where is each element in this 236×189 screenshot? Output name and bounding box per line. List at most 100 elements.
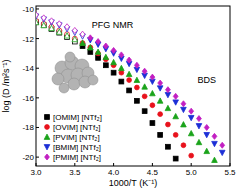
legend-marker bbox=[44, 145, 50, 150]
point bbox=[111, 59, 117, 64]
point bbox=[119, 79, 124, 84]
point bbox=[119, 52, 124, 58]
atom bbox=[59, 83, 69, 93]
point bbox=[212, 133, 217, 139]
points bbox=[36, 12, 225, 163]
point bbox=[204, 148, 210, 153]
point bbox=[158, 112, 163, 117]
legend-label: [BMIM] [NTf₂] bbox=[53, 143, 101, 152]
point bbox=[181, 107, 187, 112]
x-tick-label: 4.5 bbox=[147, 168, 159, 177]
point bbox=[142, 84, 148, 89]
y-tick bbox=[36, 68, 39, 69]
point bbox=[188, 115, 194, 120]
y-tick bbox=[36, 127, 39, 128]
point bbox=[49, 18, 54, 24]
point bbox=[188, 131, 194, 136]
x-tick-label: 3.5 bbox=[69, 168, 81, 177]
point bbox=[134, 62, 139, 68]
point bbox=[95, 49, 101, 54]
point bbox=[158, 80, 163, 86]
point bbox=[134, 77, 140, 82]
annotation: BDS bbox=[197, 75, 216, 85]
x-axis-label: 1000/T (K⁻¹) bbox=[109, 178, 157, 188]
point bbox=[96, 39, 101, 45]
annotation: PFG NMR bbox=[92, 20, 134, 30]
x-tick bbox=[74, 163, 75, 166]
point bbox=[173, 113, 179, 118]
x-tick-label: 4.0 bbox=[108, 168, 120, 177]
point bbox=[173, 100, 179, 105]
legend-marker bbox=[44, 134, 50, 139]
point bbox=[157, 98, 163, 103]
x-tick bbox=[113, 163, 114, 166]
point bbox=[72, 36, 78, 41]
atom bbox=[68, 78, 80, 90]
atom bbox=[88, 75, 98, 85]
x-tick bbox=[152, 163, 153, 166]
point bbox=[57, 21, 62, 27]
point bbox=[181, 143, 186, 148]
point bbox=[196, 139, 202, 144]
point bbox=[173, 93, 178, 99]
point bbox=[127, 78, 132, 83]
point bbox=[142, 109, 147, 114]
point bbox=[103, 63, 108, 68]
point bbox=[212, 157, 218, 162]
point bbox=[181, 101, 186, 107]
point bbox=[142, 68, 147, 74]
point bbox=[88, 35, 93, 41]
legend-label: [OVIM] [NTf₂] bbox=[53, 123, 101, 132]
y-tick bbox=[36, 97, 39, 98]
point bbox=[158, 132, 163, 137]
x-tick bbox=[230, 163, 231, 166]
point bbox=[134, 85, 139, 90]
point bbox=[166, 122, 171, 127]
x-tick-label: 5.5 bbox=[224, 168, 236, 177]
y-tick-label: -10 bbox=[22, 5, 34, 14]
point bbox=[111, 47, 116, 53]
legend: [OMIM] [NTf₂][OVIM] [NTf₂][PVIM] [NTf₂][… bbox=[44, 113, 102, 162]
point bbox=[196, 124, 202, 129]
molecule-inset bbox=[52, 52, 98, 93]
atom bbox=[65, 52, 75, 62]
point bbox=[103, 43, 108, 49]
point bbox=[204, 124, 209, 130]
point bbox=[150, 91, 156, 96]
point bbox=[65, 24, 70, 30]
y-tick-label: -20 bbox=[22, 153, 34, 162]
point bbox=[142, 94, 147, 99]
chart: 3.03.54.04.55.05.5-20-18-16-14-12-101000… bbox=[0, 0, 236, 189]
point bbox=[173, 132, 178, 137]
x-tick-label: 5.0 bbox=[186, 168, 198, 177]
point bbox=[36, 12, 38, 18]
point bbox=[49, 25, 55, 30]
point bbox=[189, 108, 194, 114]
point bbox=[204, 132, 210, 137]
point bbox=[134, 98, 139, 103]
point bbox=[189, 153, 194, 158]
y-tick bbox=[36, 157, 39, 158]
point bbox=[150, 74, 155, 80]
point bbox=[41, 15, 46, 21]
legend-label: [OMIM] [NTf₂] bbox=[53, 113, 102, 122]
point bbox=[220, 142, 225, 148]
legend-marker bbox=[45, 125, 50, 130]
point bbox=[103, 54, 109, 59]
point bbox=[197, 116, 202, 122]
point bbox=[150, 121, 155, 126]
legend-marker bbox=[45, 154, 50, 160]
y-tick-label: -16 bbox=[22, 94, 34, 103]
point bbox=[88, 45, 93, 50]
point bbox=[150, 103, 155, 108]
legend-label: [PVIM] [NTf₂] bbox=[53, 133, 100, 142]
point bbox=[88, 45, 94, 50]
x-tick-label: 3.0 bbox=[30, 168, 42, 177]
point bbox=[126, 71, 132, 76]
point bbox=[166, 87, 171, 93]
point bbox=[119, 65, 125, 70]
point bbox=[111, 70, 116, 75]
point bbox=[64, 33, 70, 38]
plot-frame bbox=[36, 6, 230, 166]
point bbox=[80, 40, 86, 45]
